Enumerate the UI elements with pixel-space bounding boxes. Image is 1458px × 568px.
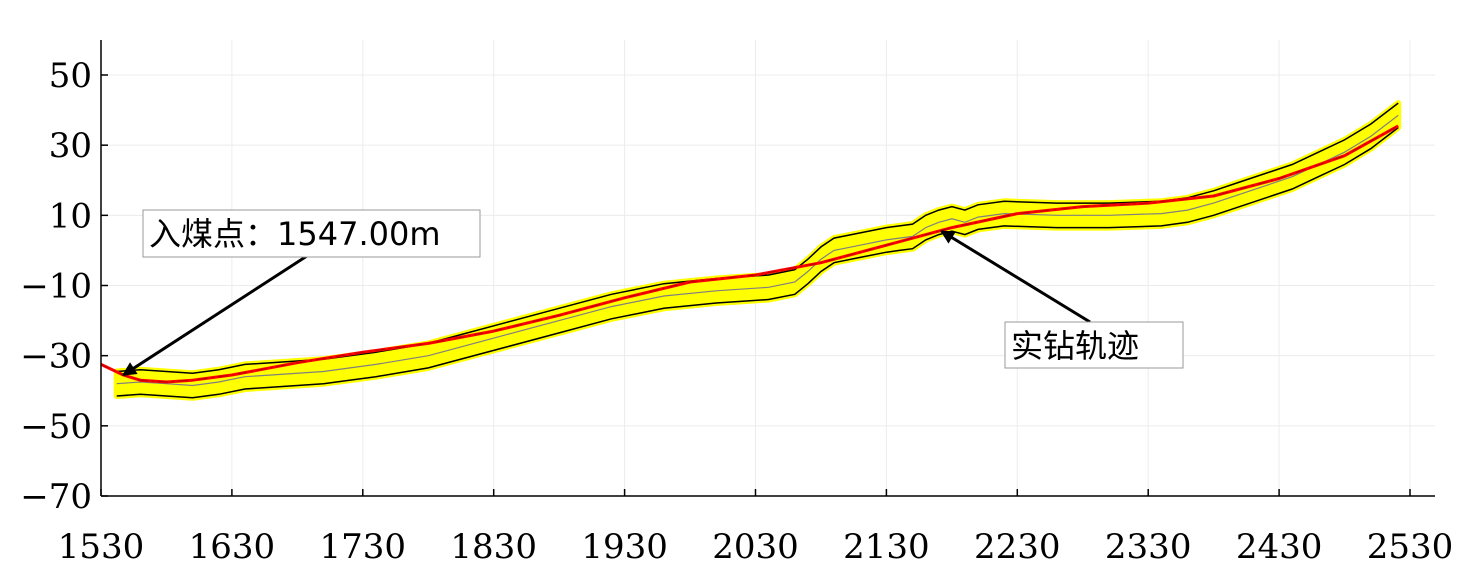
- x-tick-label: 2130: [843, 527, 930, 567]
- x-tick-label: 1630: [189, 527, 276, 567]
- y-tick-label: −50: [20, 407, 92, 447]
- y-tick-label: 30: [49, 126, 92, 166]
- grid: [101, 40, 1435, 496]
- annotation-label: 实钻轨迹: [1011, 327, 1139, 365]
- x-tick-label: 2230: [974, 527, 1061, 567]
- x-tick-label: 1830: [450, 527, 537, 567]
- x-tick-label: 2030: [712, 527, 799, 567]
- y-tick-label: −30: [20, 337, 92, 377]
- y-tick-label: 50: [49, 56, 92, 96]
- x-tick-label: 2430: [1236, 527, 1323, 567]
- x-tick-label: 1530: [58, 527, 145, 567]
- annotation-arrow: [941, 231, 1090, 322]
- x-tick-label: 1930: [581, 527, 668, 567]
- x-tick-label: 2330: [1105, 527, 1192, 567]
- y-tick-label: 10: [49, 196, 92, 236]
- x-tick-label: 2530: [1367, 527, 1454, 567]
- annotation-arrow: [123, 254, 310, 375]
- x-tick-label: 1730: [320, 527, 407, 567]
- y-tick-label: −70: [20, 477, 92, 517]
- annotation-label: 入煤点：1547.00m: [149, 215, 441, 253]
- y-tick-label: −10: [20, 267, 92, 307]
